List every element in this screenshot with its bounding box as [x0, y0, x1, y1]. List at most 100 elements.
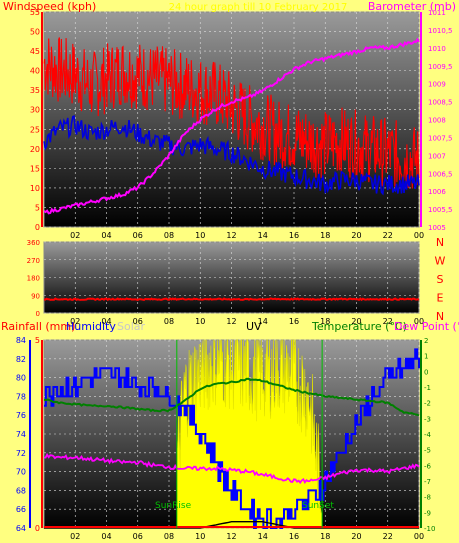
- x-tick-label: 18: [320, 532, 330, 541]
- direction-tick-label: 360: [27, 239, 40, 247]
- x-tick-label: 10: [195, 231, 205, 240]
- barometer-tick-label: 1009: [428, 81, 446, 89]
- temperature-label: Temperature (°C): [311, 320, 407, 333]
- uv-label: UV: [246, 320, 262, 333]
- x-tick-label: 10: [195, 317, 205, 326]
- series-layer: [43, 37, 420, 529]
- barometer-tick-label: 1009,5: [428, 63, 453, 71]
- barometer-tick-label: 1008,5: [428, 99, 453, 107]
- compass-letter: E: [437, 292, 444, 305]
- compass-letter: W: [435, 255, 446, 268]
- compass-letter: N: [436, 236, 444, 249]
- barometer-tick-label: 1011: [428, 9, 446, 17]
- windspeed-tick-label: 40: [30, 67, 40, 76]
- sunrise-label: SunRise: [155, 501, 192, 511]
- x-tick-label: 04: [101, 231, 111, 240]
- temperature-tick-label: -9: [424, 509, 431, 517]
- humidity-tick-label: 66: [16, 505, 26, 514]
- dewpoint-label: Dew Point (°C: [394, 320, 459, 333]
- compass-letter: S: [437, 273, 444, 286]
- x-tick-label: 16: [289, 231, 299, 240]
- windspeed-tick-label: 50: [30, 28, 40, 37]
- barometer-line: [43, 37, 420, 215]
- x-tick-label: 22: [383, 317, 393, 326]
- direction-tick-label: 270: [27, 257, 40, 265]
- x-tick-label: 06: [133, 532, 143, 541]
- windspeed-tick-label: 45: [30, 47, 40, 56]
- x-tick-label: 10: [195, 532, 205, 541]
- x-tick-label: 22: [383, 532, 393, 541]
- x-tick-label: 08: [164, 231, 174, 240]
- x-tick-label: 14: [258, 317, 268, 326]
- x-tick-label: 12: [226, 231, 236, 240]
- temperature-tick-label: -2: [424, 400, 431, 408]
- barometer-tick-label: 1007: [428, 152, 446, 160]
- temperature-tick-label: 0: [424, 368, 428, 376]
- humidity-tick-label: 78: [16, 392, 26, 401]
- barometer-tick-label: 1007,5: [428, 134, 453, 142]
- windspeed-tick-label: 0: [35, 223, 40, 232]
- humidity-label: Humidity: [66, 320, 116, 333]
- sunset-label: SunSet: [302, 501, 334, 511]
- x-tick-label: 18: [320, 231, 330, 240]
- humidity-tick-label: 68: [16, 486, 26, 495]
- windspeed-tick-label: 20: [30, 145, 40, 154]
- x-tick-label: 00: [414, 317, 424, 326]
- humidity-line: [44, 348, 420, 529]
- barometer-tick-label: 1006,5: [428, 170, 453, 178]
- x-tick-label: 16: [289, 317, 299, 326]
- windspeed-tick-label: 55: [30, 8, 40, 17]
- x-tick-label: 04: [101, 532, 111, 541]
- direction-tick-label: 180: [27, 275, 40, 283]
- x-tick-label: 20: [351, 532, 361, 541]
- humidity-tick-label: 84: [16, 336, 26, 345]
- barometer-title: Barometer (mb): [368, 0, 456, 13]
- x-tick-label: 02: [70, 231, 80, 240]
- humidity-tick-label: 82: [16, 355, 26, 364]
- windspeed-tick-label: 10: [30, 184, 40, 193]
- barometer-tick-label: 1008: [428, 117, 446, 125]
- temperature-tick-label: -8: [424, 494, 431, 502]
- windspeed-tick-label: 35: [30, 86, 40, 95]
- x-tick-label: 02: [70, 317, 80, 326]
- x-tick-label: 12: [226, 532, 236, 541]
- x-tick-label: 16: [289, 532, 299, 541]
- windspeed-title: Windspeed (kph): [3, 0, 96, 13]
- panel1-plot-area: [43, 11, 420, 228]
- temperature-tick-label: -3: [424, 415, 431, 423]
- humidity-tick-label: 72: [16, 449, 26, 458]
- humidity-tick-label: 74: [16, 430, 26, 439]
- x-tick-label: 14: [258, 532, 268, 541]
- x-tick-label: 08: [164, 317, 174, 326]
- x-tick-label: 00: [414, 532, 424, 541]
- direction-tick-label: 90: [31, 292, 40, 300]
- rainfall-label: Rainfall (mm): [1, 320, 75, 333]
- barometer-tick-label: 1010: [428, 45, 446, 53]
- humidity-tick-label: 80: [16, 374, 26, 383]
- rainfall-tick-label: 5: [35, 336, 40, 345]
- humidity-tick-label: 64: [16, 524, 26, 533]
- windspeed-average-line: [43, 115, 420, 196]
- barometer-tick-label: 1006: [428, 188, 446, 196]
- compass-letter: N: [436, 310, 444, 323]
- barometer-tick-label: 1005,5: [428, 206, 453, 214]
- x-tick-label: 06: [133, 231, 143, 240]
- temperature-tick-label: -6: [424, 462, 432, 470]
- solar-radiation-area: [176, 339, 323, 529]
- x-tick-label: 20: [351, 231, 361, 240]
- x-tick-label: 12: [226, 317, 236, 326]
- x-tick-label: 18: [320, 317, 330, 326]
- temperature-tick-label: 1: [424, 353, 428, 361]
- temperature-tick-label: -10: [424, 525, 435, 533]
- humidity-tick-label: 70: [16, 468, 26, 477]
- rainfall-tick-label: 0: [35, 524, 40, 533]
- windspeed-tick-label: 30: [30, 106, 40, 115]
- chart-title: 24 hour graph till 10 February 2017: [169, 2, 348, 13]
- x-tick-label: 04: [101, 317, 111, 326]
- temperature-tick-label: -4: [424, 431, 432, 439]
- windspeed-tick-label: 15: [30, 164, 40, 173]
- windspeed-tick-label: 25: [30, 125, 40, 134]
- dewpoint-line: [43, 452, 420, 485]
